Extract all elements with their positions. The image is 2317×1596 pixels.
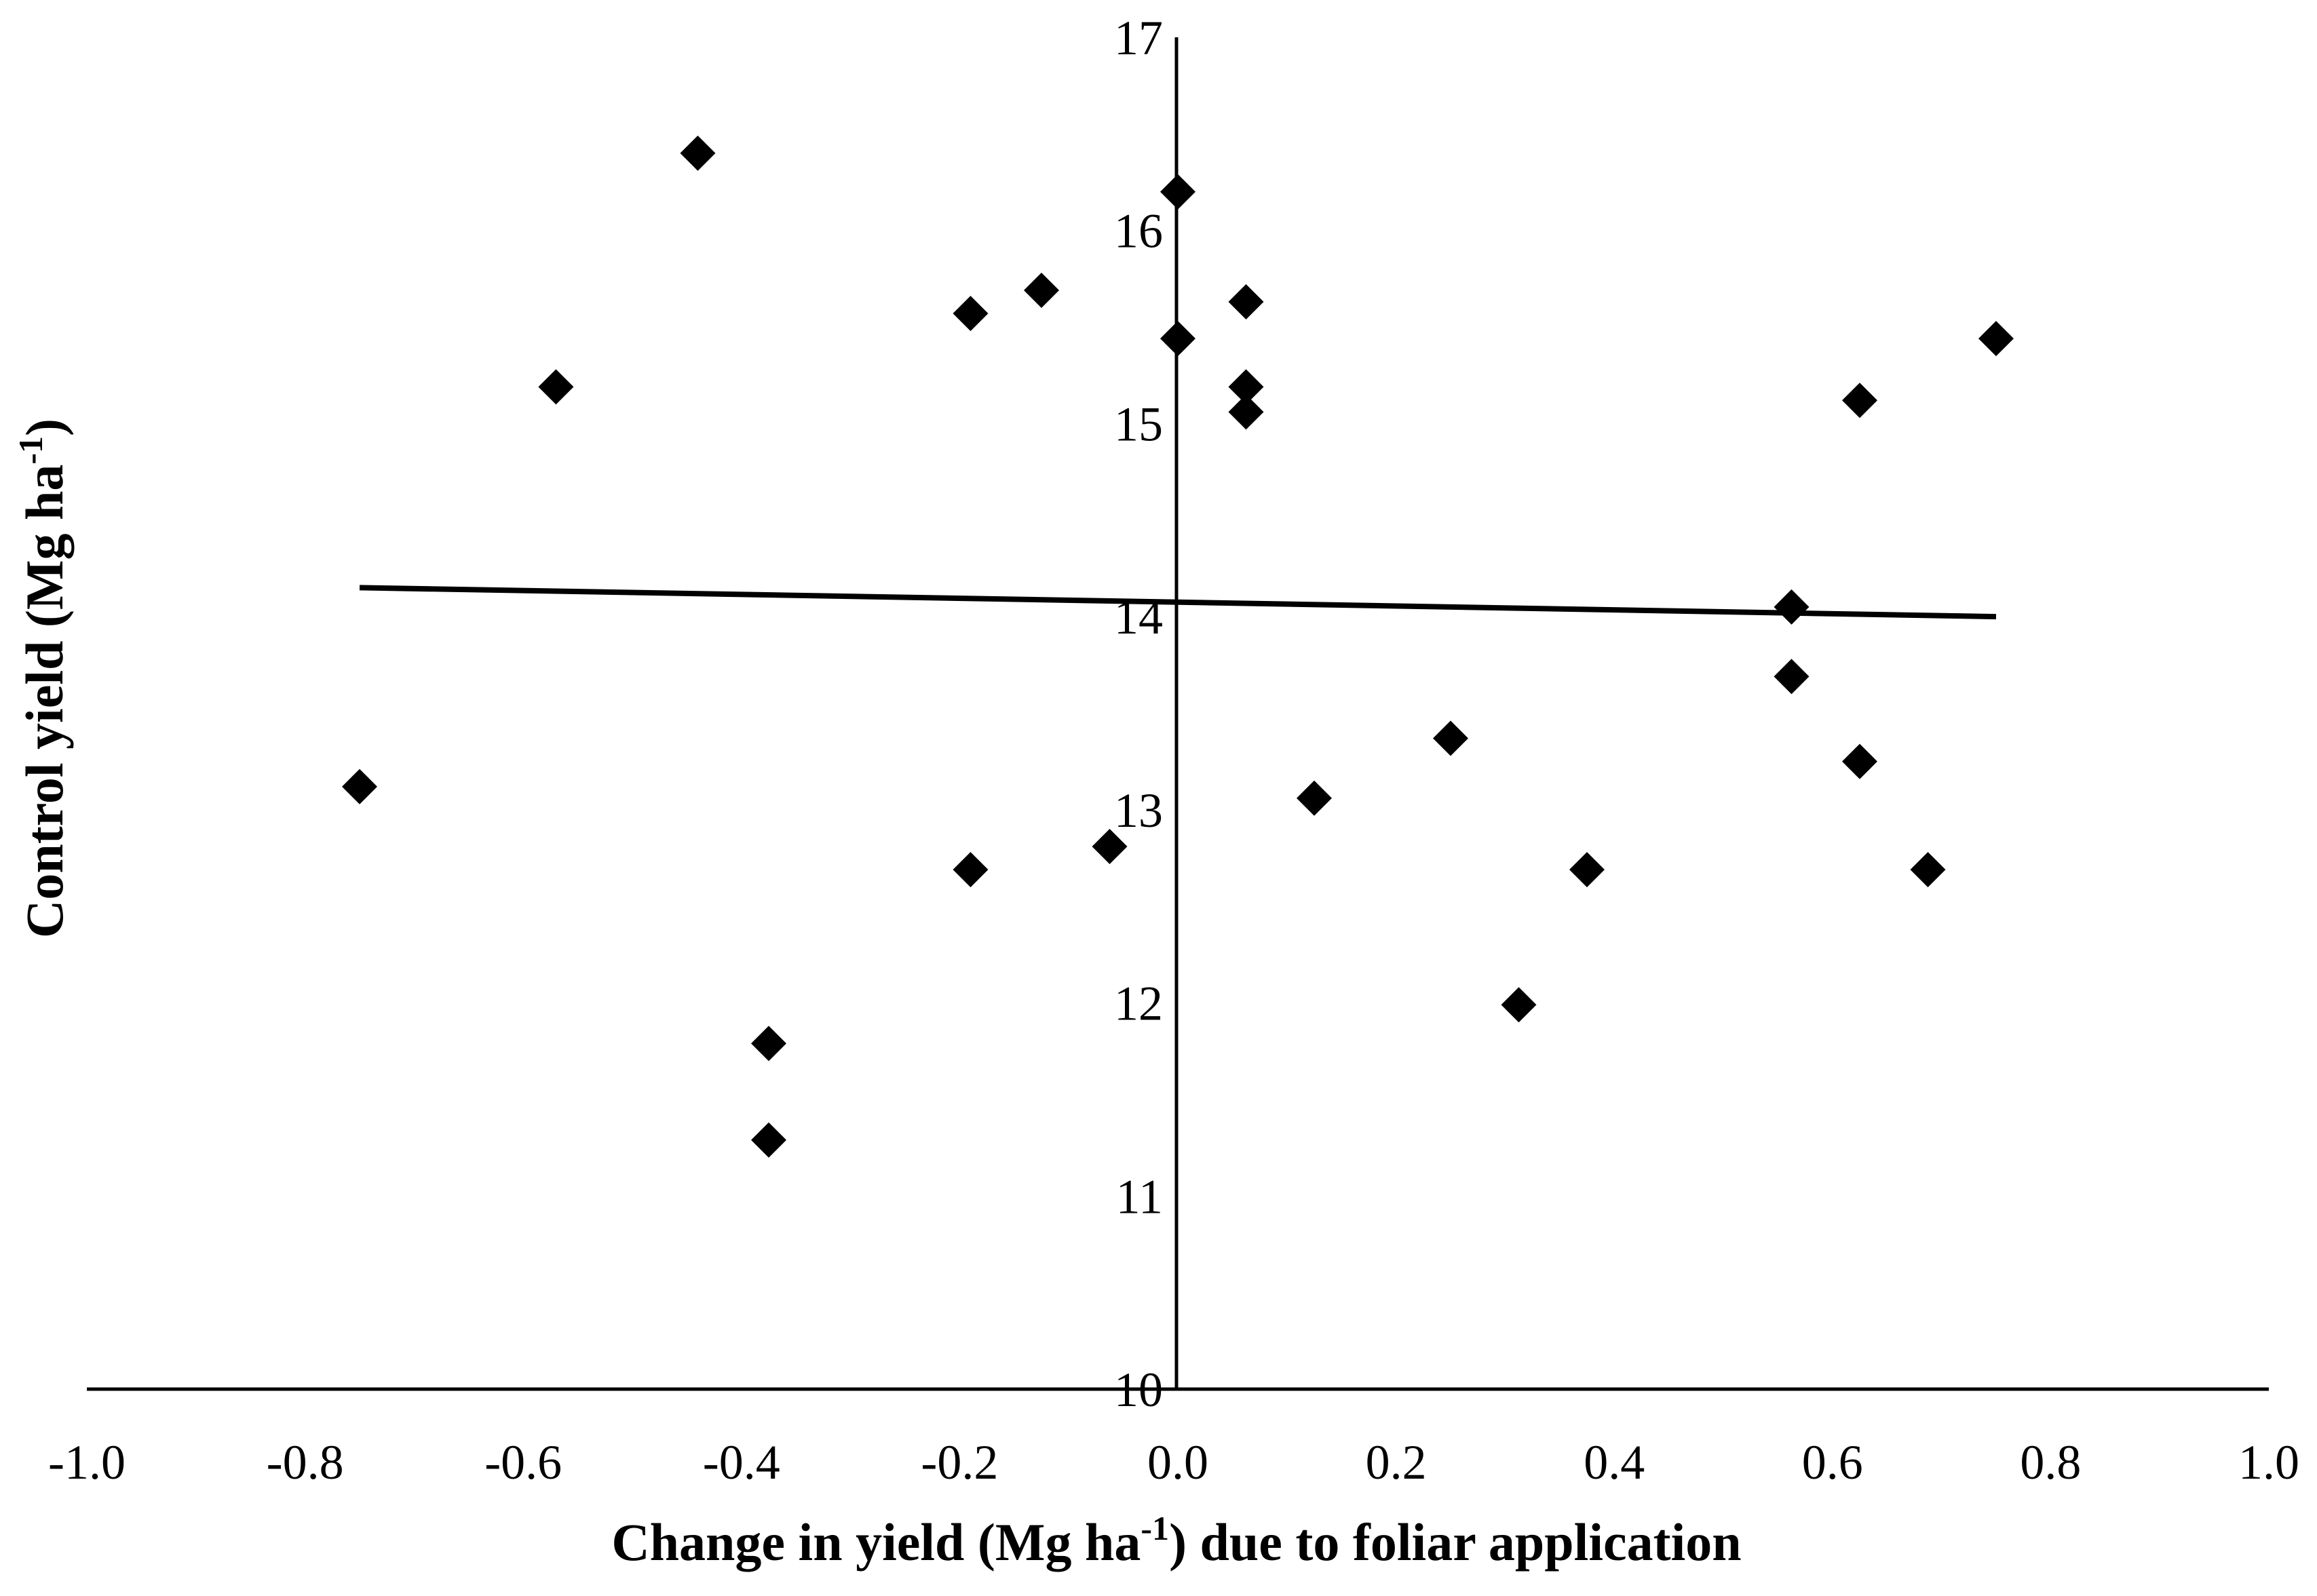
data-point <box>1433 720 1468 756</box>
x-tick-label: 0.6 <box>1802 1435 1863 1490</box>
data-point <box>1842 743 1877 779</box>
y-tick-label: 12 <box>1114 977 1163 1031</box>
trendline <box>359 585 1997 620</box>
data-point <box>1501 987 1537 1023</box>
y-tick-label: 14 <box>1114 590 1163 644</box>
x-axis-title-superscript: -1 <box>1141 1509 1169 1547</box>
data-point <box>1092 828 1128 864</box>
y-axis-title-suffix: ) <box>15 419 74 436</box>
y-tick-label: 17 <box>1114 11 1163 65</box>
data-point <box>953 296 989 332</box>
data-point <box>1774 589 1809 625</box>
x-tick-labels: -1.0 -0.8 -0.6 -0.4 -0.2 0.0 0.2 0.4 0.6 0.8 1.0 <box>48 1435 2299 1490</box>
data-point <box>1910 852 1946 888</box>
data-point <box>751 1026 786 1062</box>
x-tick-label: -0.8 <box>267 1435 344 1490</box>
x-tick-label: 0.2 <box>1366 1435 1427 1490</box>
x-axis-title-prefix: Change in yield (Mg ha <box>611 1513 1141 1572</box>
data-point <box>751 1122 786 1158</box>
y-tick-label: 16 <box>1114 204 1163 258</box>
x-tick-label: -0.6 <box>484 1435 562 1490</box>
data-point <box>1774 659 1809 695</box>
data-point <box>1228 284 1264 320</box>
data-point <box>1160 321 1195 357</box>
y-tick-labels: 10 11 12 13 14 15 16 17 <box>1114 11 1163 1417</box>
y-tick-label: 15 <box>1114 397 1163 451</box>
x-tick-label: 0.0 <box>1147 1435 1208 1490</box>
data-point <box>1160 174 1195 210</box>
y-tick-label: 10 <box>1114 1363 1163 1417</box>
y-axis: 10 11 12 13 14 15 16 17 <box>1114 11 1179 1417</box>
data-point <box>1228 394 1264 430</box>
x-axis-title: Change in yield (Mg ha-1) due to foliar … <box>611 1509 1741 1572</box>
x-axis-title-suffix: ) due to foliar application <box>1169 1513 1742 1572</box>
y-tick-label: 11 <box>1116 1169 1163 1224</box>
y-axis-title-prefix: Control yield (Mg ha <box>15 465 74 938</box>
x-tick-label: 0.8 <box>2020 1435 2081 1490</box>
data-point <box>1024 272 1059 308</box>
x-axis: -1.0 -0.8 -0.6 -0.4 -0.2 0.0 0.2 0.4 0.6 0.8 1.0 <box>48 1387 2299 1490</box>
trendline-layer <box>359 585 1997 620</box>
data-point <box>1978 321 2014 357</box>
data-points <box>342 135 2014 1158</box>
x-tick-label: 0.4 <box>1584 1435 1645 1490</box>
y-axis-title-superscript: -1 <box>12 436 50 465</box>
data-point <box>953 852 989 888</box>
x-tick-label: -0.4 <box>703 1435 780 1490</box>
data-point <box>1297 780 1332 816</box>
data-point <box>342 768 377 804</box>
x-tick-label: -1.0 <box>48 1435 126 1490</box>
y-axis-title: Control yield (Mg ha-1) <box>12 419 74 938</box>
x-tick-label: -0.2 <box>921 1435 998 1490</box>
data-point <box>1842 383 1877 419</box>
data-point <box>1569 852 1605 888</box>
y-tick-label: 13 <box>1114 783 1163 838</box>
x-tick-label: 1.0 <box>2238 1435 2299 1490</box>
data-point <box>1228 369 1264 405</box>
data-point <box>680 135 716 171</box>
data-point <box>538 369 574 405</box>
